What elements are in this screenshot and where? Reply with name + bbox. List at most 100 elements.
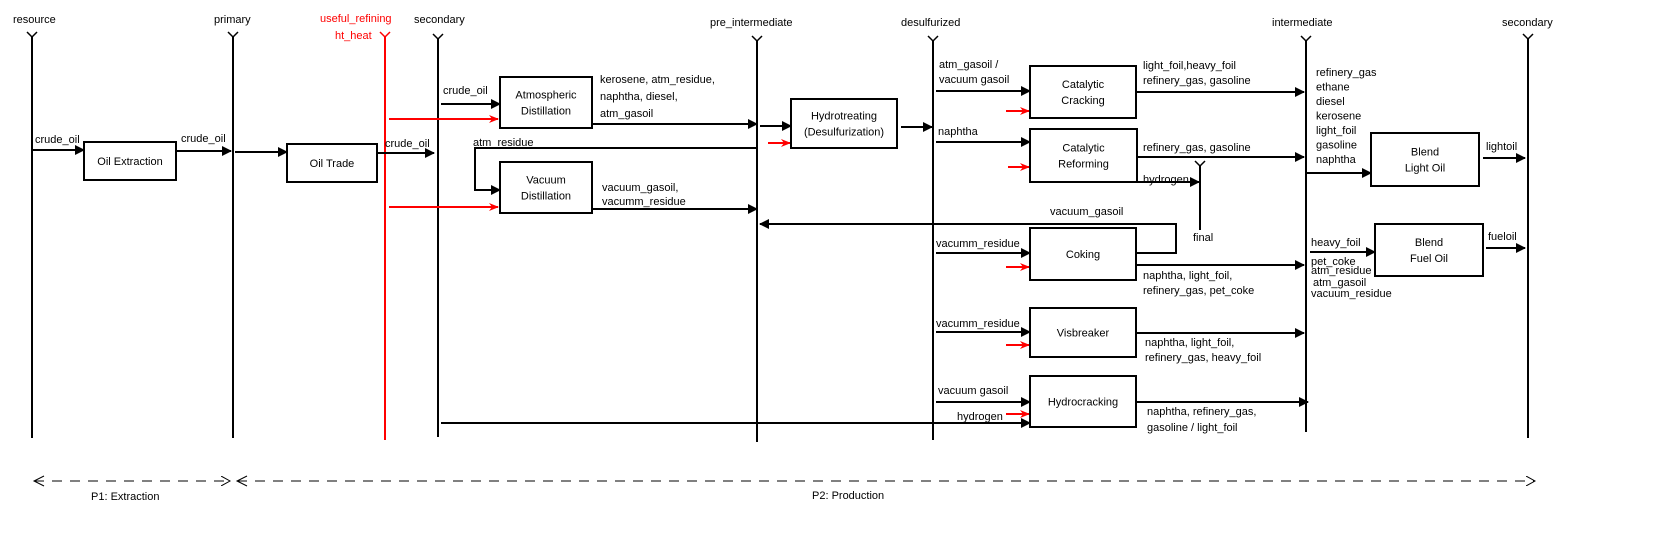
process-cat-reforming: Catalytic Reforming	[1029, 128, 1138, 183]
level-marker-final	[1194, 160, 1206, 168]
process-box	[1029, 65, 1137, 119]
flow-label-crude3: crude_oil	[385, 138, 430, 150]
process-atm-distillation: Atmospheric Distillation	[499, 76, 593, 129]
flow-label-vac-out: vacumm_residue	[602, 196, 686, 208]
level-intermediate-label: intermediate	[1272, 17, 1333, 29]
process-label: Blend	[1411, 147, 1439, 159]
process-label: (Desulfurization)	[804, 127, 884, 139]
flow-arrow-coking-recycle	[759, 219, 1177, 254]
flow-label-hc-out: gasoline / light_foil	[1147, 422, 1238, 434]
flow-label-fuel-in: atm_gasoil	[1313, 277, 1366, 289]
level-secondary-label: secondary	[414, 14, 465, 26]
process-label: Oil Extraction	[97, 156, 162, 168]
process-cat-cracking: Catalytic Cracking	[1029, 65, 1137, 119]
process-label: Catalytic	[1062, 79, 1105, 91]
flow-label-lightoil: lightoil	[1486, 141, 1517, 153]
process-oil-extraction: Oil Extraction	[83, 141, 177, 181]
flow-label-light-in: gasoline	[1316, 140, 1357, 152]
flow-label-cr-in: naphtha	[938, 126, 979, 138]
process-box	[1029, 128, 1138, 183]
flow-label-cc-out: refinery_gas, gasoline	[1143, 75, 1251, 87]
flow-label-coking-out: refinery_gas, pet_coke	[1143, 285, 1254, 297]
flow-label-atm-residue: atm_residue	[473, 137, 534, 149]
level-pre-intermediate-label: pre_intermediate	[710, 17, 793, 29]
flow-label-light-in: ethane	[1316, 82, 1350, 94]
process-blend-fuel: Blend Fuel Oil	[1374, 223, 1484, 277]
level-heat-label-2: ht_heat	[335, 30, 372, 42]
flow-label-cr-out: refinery_gas, gasoline	[1143, 142, 1251, 154]
flow-label-fueloil: fueloil	[1488, 231, 1517, 243]
process-label: Reforming	[1058, 159, 1109, 171]
level-marker-primary	[227, 31, 239, 39]
process-box	[1029, 227, 1137, 281]
process-box	[499, 76, 593, 129]
process-oil-trade: Oil Trade	[286, 143, 378, 183]
level-resource-label: resource	[13, 14, 56, 26]
flow-label-fuel-in: vacuum_residue	[1311, 288, 1392, 300]
level-marker-resource	[26, 31, 38, 39]
process-coking: Coking	[1029, 227, 1137, 281]
flow-label-hc-out: naphtha, refinery_gas,	[1147, 406, 1256, 418]
level-marker-heat	[379, 31, 391, 39]
flow-label-hc-h2: hydrogen	[957, 411, 1003, 423]
process-box	[1374, 223, 1484, 277]
process-label: Blend	[1415, 237, 1443, 249]
process-box	[499, 161, 593, 214]
flow-label-atm-out: kerosene, atm_residue,	[600, 74, 715, 86]
level-marker-pre-intermediate	[751, 35, 763, 43]
flow-label-cc-out: light_foil,heavy_foil	[1143, 60, 1236, 72]
level-marker-desulfurized	[927, 35, 939, 43]
flow-arrow-atm-residue-to-vac	[474, 147, 757, 195]
flow-label-fuel-in: atm_residue	[1311, 265, 1372, 277]
process-label: Hydrotreating	[811, 111, 877, 123]
process-blend-light: Blend Light Oil	[1370, 132, 1480, 187]
process-label: Distillation	[521, 191, 571, 203]
flow-label-fuel-in: heavy_foil	[1311, 237, 1361, 249]
flow-label-hc-in: vacuum gasoil	[938, 385, 1008, 397]
flow-label-visb-out: naphtha, light_foil,	[1145, 337, 1234, 349]
process-visbreaker: Visbreaker	[1029, 307, 1137, 358]
process-label: Light Oil	[1405, 163, 1445, 175]
process-box	[790, 98, 898, 149]
process-label: Fuel Oil	[1410, 253, 1448, 265]
period-p2-arrow-start	[235, 475, 248, 487]
process-label: Hydrocracking	[1048, 397, 1118, 409]
process-box	[1029, 375, 1137, 428]
period-p2-label: P2: Production	[812, 490, 884, 502]
flow-label-light-in: refinery_gas	[1316, 67, 1377, 79]
flow-label-visb-out: refinery_gas, heavy_foil	[1145, 352, 1261, 364]
flow-label-cc-in: atm_gasoil /	[939, 59, 999, 71]
process-vac-distillation: Vacuum Distillation	[499, 161, 593, 214]
flow-label-cc-in: vacuum gasoil	[939, 74, 1009, 86]
process-label: Oil Trade	[310, 158, 355, 170]
level-marker-secondary	[432, 33, 444, 41]
process-label: Coking	[1066, 249, 1100, 261]
process-box	[83, 141, 177, 181]
flow-label-crude2: crude_oil	[181, 133, 226, 145]
flow-label-light-in: kerosene	[1316, 111, 1361, 123]
level-marker-secondary-end	[1522, 33, 1534, 41]
level-final-label: final	[1193, 232, 1213, 244]
process-label: Catalytic	[1062, 143, 1105, 155]
process-label: Distillation	[521, 106, 571, 118]
flow-label-light-in: diesel	[1316, 96, 1345, 108]
flow-label-atm-out: atm_gasoil	[600, 108, 653, 120]
process-box	[286, 143, 378, 183]
flow-label-crude4: crude_oil	[443, 85, 488, 97]
period-p1-arrow-start	[32, 475, 45, 487]
flow-label-coking-out: naphtha, light_foil,	[1143, 270, 1232, 282]
process-hydrotreating: Hydrotreating (Desulfurization)	[790, 98, 898, 149]
process-label: Cracking	[1061, 95, 1104, 107]
flow-label-light-in: light_foil	[1316, 125, 1356, 137]
process-hydrocracking: Hydrocracking	[1029, 375, 1137, 428]
flow-label-atm-out: naphtha, diesel,	[600, 91, 678, 103]
flow-label-fuel-in: pet_coke	[1311, 256, 1356, 268]
process-label: Visbreaker	[1057, 328, 1110, 340]
flow-label-visb-in: vacumm_residue	[936, 318, 1020, 330]
process-box	[1370, 132, 1480, 187]
flow-label-coking-in: vacumm_residue	[936, 238, 1020, 250]
flow-label-coking-recycle: vacuum_gasoil	[1050, 206, 1123, 218]
level-heat-label-1: useful_refining	[320, 13, 392, 25]
period-p1-label: P1: Extraction	[91, 491, 159, 503]
